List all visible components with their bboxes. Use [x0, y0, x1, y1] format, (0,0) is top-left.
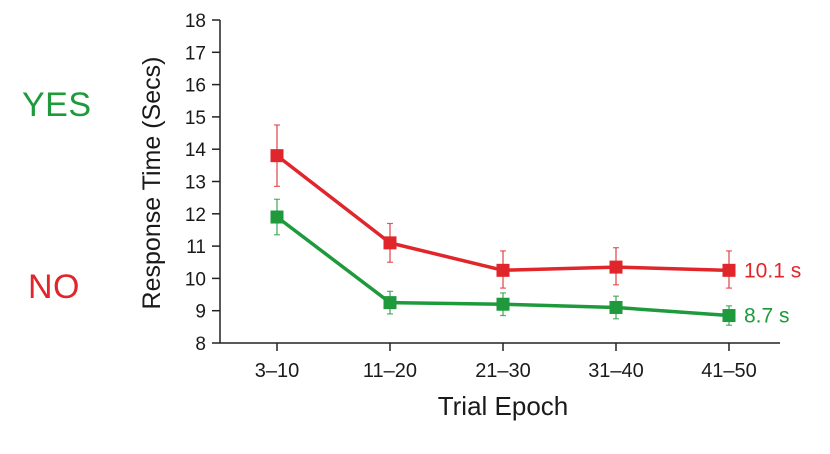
- y-tick-label: 10: [185, 269, 206, 290]
- series-0: 10.1 s: [270, 124, 801, 289]
- y-tick-label: 11: [186, 237, 206, 258]
- x-tick-label: 11–20: [363, 360, 417, 382]
- y-ticks: 8 9 10 11 12 13 14 15 16 17 18: [185, 11, 220, 355]
- data-point: [383, 236, 397, 250]
- data-point: [496, 297, 510, 311]
- x-tick-label: 31–40: [588, 360, 644, 382]
- y-tick-label: 9: [195, 302, 206, 323]
- y-axis-label: Response Time (Secs): [138, 57, 166, 310]
- data-point: [383, 296, 397, 310]
- yes-label: YES: [22, 86, 92, 124]
- y-tick-label: 8: [195, 334, 206, 355]
- axes: [219, 20, 780, 344]
- x-tick-label: 21–30: [475, 360, 531, 382]
- y-tick-label: 18: [185, 11, 206, 32]
- series-end-label: 8.7 s: [744, 305, 790, 328]
- data-point: [609, 260, 623, 274]
- data-point: [722, 309, 736, 323]
- series-layer: 10.1 s 8.7 s: [270, 124, 801, 328]
- y-tick-label: 12: [185, 205, 206, 226]
- series-1: 8.7 s: [270, 198, 790, 328]
- x-axis-label: Trial Epoch: [438, 391, 569, 421]
- series-end-label: 10.1 s: [744, 259, 801, 282]
- no-label: NO: [28, 268, 80, 306]
- data-point: [496, 263, 510, 277]
- data-point: [609, 300, 623, 314]
- y-tick-label: 17: [185, 43, 206, 64]
- data-point: [722, 263, 736, 277]
- x-tick-label: 41–50: [701, 360, 757, 382]
- data-point: [270, 149, 284, 163]
- data-point: [270, 210, 284, 224]
- x-ticks: 3–10 11–20 21–30 31–40 41–50: [255, 343, 757, 382]
- y-tick-label: 16: [185, 76, 206, 97]
- y-tick-label: 13: [185, 173, 206, 194]
- y-tick-label: 15: [185, 108, 206, 129]
- y-tick-label: 14: [185, 140, 207, 161]
- x-tick-label: 3–10: [255, 360, 300, 382]
